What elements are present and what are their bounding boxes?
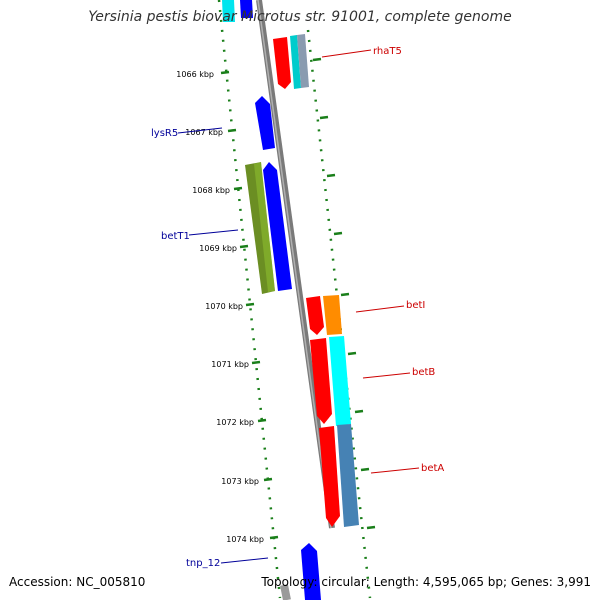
outer-tick xyxy=(319,115,329,120)
gene-partial-blue xyxy=(240,0,253,18)
scale-tick-label: 1066 kbp xyxy=(176,70,214,79)
gene-betA xyxy=(319,426,340,527)
leader-line-betI xyxy=(355,305,405,313)
inner-guide-track xyxy=(217,0,282,599)
scale-tick-label: 1073 kbp xyxy=(221,477,259,486)
scale-tick xyxy=(245,302,255,307)
map-title: Yersinia pestis biovar Microtus str. 910… xyxy=(88,9,512,25)
leader-line-betB xyxy=(362,372,411,379)
scale-tick-label: 1068 kbp xyxy=(192,186,230,195)
scale-tick xyxy=(233,186,243,191)
gene-label-betB[interactable]: betB xyxy=(412,367,435,378)
outer-tick xyxy=(347,351,357,356)
gene-betB xyxy=(310,338,332,424)
outer-tick xyxy=(312,57,322,62)
scale-tick xyxy=(251,360,261,365)
scale-tick-label: 1070 kbp xyxy=(205,302,243,311)
gene-rhaT5-gray xyxy=(297,34,309,88)
outer-tick xyxy=(354,409,364,414)
gene-betB-cyan xyxy=(329,336,351,426)
outer-tick xyxy=(366,525,376,530)
gene-betI xyxy=(306,296,324,335)
outer-tick xyxy=(340,292,350,297)
gene-label-betA[interactable]: betA xyxy=(421,463,444,474)
scale-tick-label: 1072 kbp xyxy=(216,418,254,427)
scale-tick-label: 1074 kbp xyxy=(226,535,264,544)
genome-summary-text: Topology: circular; Length: 4,595,065 bp… xyxy=(261,575,591,589)
scale-tick-label: 1067 kbp xyxy=(185,128,223,137)
scale-tick xyxy=(263,477,273,482)
gene-betI-orange xyxy=(323,295,342,335)
gene-betT1-highlight xyxy=(254,162,275,292)
outer-tick xyxy=(326,173,336,178)
scale-tick xyxy=(269,535,279,540)
gene-label-rhaT5[interactable]: rhaT5 xyxy=(373,46,402,57)
gene-blue-long xyxy=(263,162,292,291)
gene-lysR5 xyxy=(255,96,275,150)
gene-betA-steelblue xyxy=(337,424,359,527)
gene-labels: rhaT5 lysR5 betT1 betI betB betA tnp_12 xyxy=(151,46,444,569)
scale-tick-label: 1071 kbp xyxy=(211,360,249,369)
gene-label-betI[interactable]: betI xyxy=(406,300,425,311)
scale-tick xyxy=(227,128,237,133)
leader-line-betT1 xyxy=(188,229,239,236)
gene-label-lysR5[interactable]: lysR5 xyxy=(151,128,178,139)
gene-label-tnp_12[interactable]: tnp_12 xyxy=(186,558,220,569)
scale-tick xyxy=(257,418,267,423)
scale-ticks: 1066 kbp 1067 kbp 1068 kbp 1069 kbp 1070… xyxy=(176,57,376,544)
leader-line-rhaT5 xyxy=(321,49,372,58)
scale-tick xyxy=(239,244,249,249)
leader-line-lysR5 xyxy=(177,127,223,134)
scale-tick-label: 1069 kbp xyxy=(199,244,237,253)
accession-text: Accession: NC_005810 xyxy=(9,575,146,589)
gene-features xyxy=(222,0,359,600)
gene-tnp_12 xyxy=(301,543,321,600)
gene-betT1 xyxy=(245,162,275,294)
gene-partial-cyan xyxy=(222,0,235,22)
gene-label-betT1[interactable]: betT1 xyxy=(161,231,190,242)
gene-rhaT5-red xyxy=(273,37,291,89)
leader-line-betA xyxy=(370,467,420,474)
outer-tick xyxy=(333,231,343,236)
scale-tick xyxy=(220,70,230,75)
outer-tick xyxy=(360,467,370,472)
leader-line-tnp_12 xyxy=(220,557,269,564)
gene-rhaT5-cyan xyxy=(290,35,301,89)
genome-backbone xyxy=(256,0,335,600)
